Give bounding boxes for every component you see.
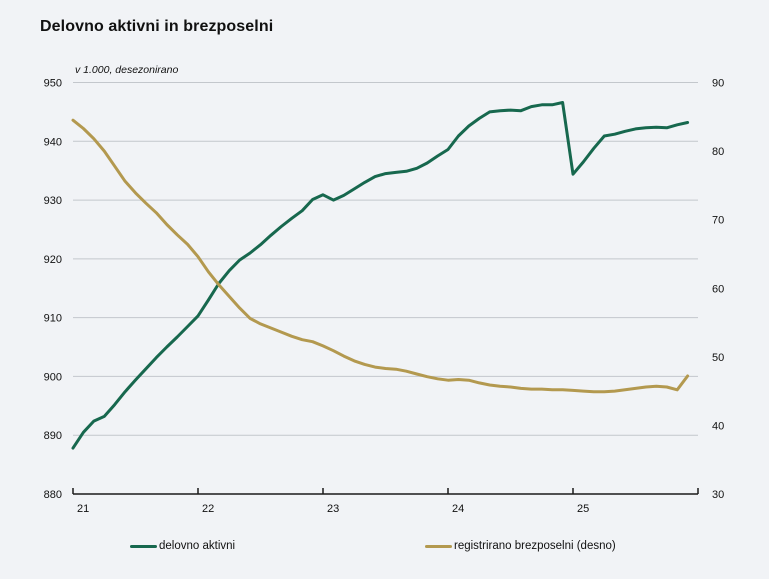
left-axis-label: 940 bbox=[44, 136, 62, 148]
right-axis-label: 80 bbox=[712, 146, 724, 158]
right-axis-label: 50 bbox=[712, 352, 724, 364]
x-axis-label: 22 bbox=[202, 503, 214, 515]
chart-title: Delovno aktivni in brezposelni bbox=[40, 18, 274, 35]
right-axis-label: 40 bbox=[712, 420, 724, 432]
x-axis-label: 23 bbox=[327, 503, 339, 515]
legend-swatch-registrirano-brezposelni bbox=[425, 544, 452, 548]
left-axis-label: 920 bbox=[44, 254, 62, 266]
series-line-delovno-aktivni bbox=[71, 101, 690, 450]
right-axis-label: 90 bbox=[712, 78, 724, 90]
x-axis-label: 21 bbox=[77, 503, 89, 515]
series-line-registrirano-brezposelni bbox=[71, 118, 690, 394]
left-axis-label: 880 bbox=[44, 489, 62, 501]
right-axis-label: 70 bbox=[712, 215, 724, 227]
left-axis-label: 930 bbox=[44, 195, 62, 207]
legend-swatch-delovno-aktivni bbox=[130, 544, 157, 548]
legend-label: delovno aktivni bbox=[159, 540, 236, 552]
left-axis-label: 950 bbox=[44, 78, 62, 90]
x-axis-label: 25 bbox=[577, 503, 589, 515]
legend-item-delovno-aktivni: delovno aktivni bbox=[130, 539, 235, 553]
legend-label: registrirano brezposelni (desno) bbox=[454, 540, 616, 552]
x-axis-label: 24 bbox=[452, 503, 464, 515]
left-axis-label: 910 bbox=[44, 313, 62, 325]
right-axis-label: 30 bbox=[712, 489, 724, 501]
right-axis-label: 60 bbox=[712, 283, 724, 295]
left-axis-label: 890 bbox=[44, 430, 62, 442]
chart-subtitle: v 1.000, desezonirano bbox=[75, 64, 179, 76]
legend-item-registrirano-brezposelni: registrirano brezposelni (desno) bbox=[425, 539, 616, 553]
left-axis-label: 900 bbox=[44, 371, 62, 383]
